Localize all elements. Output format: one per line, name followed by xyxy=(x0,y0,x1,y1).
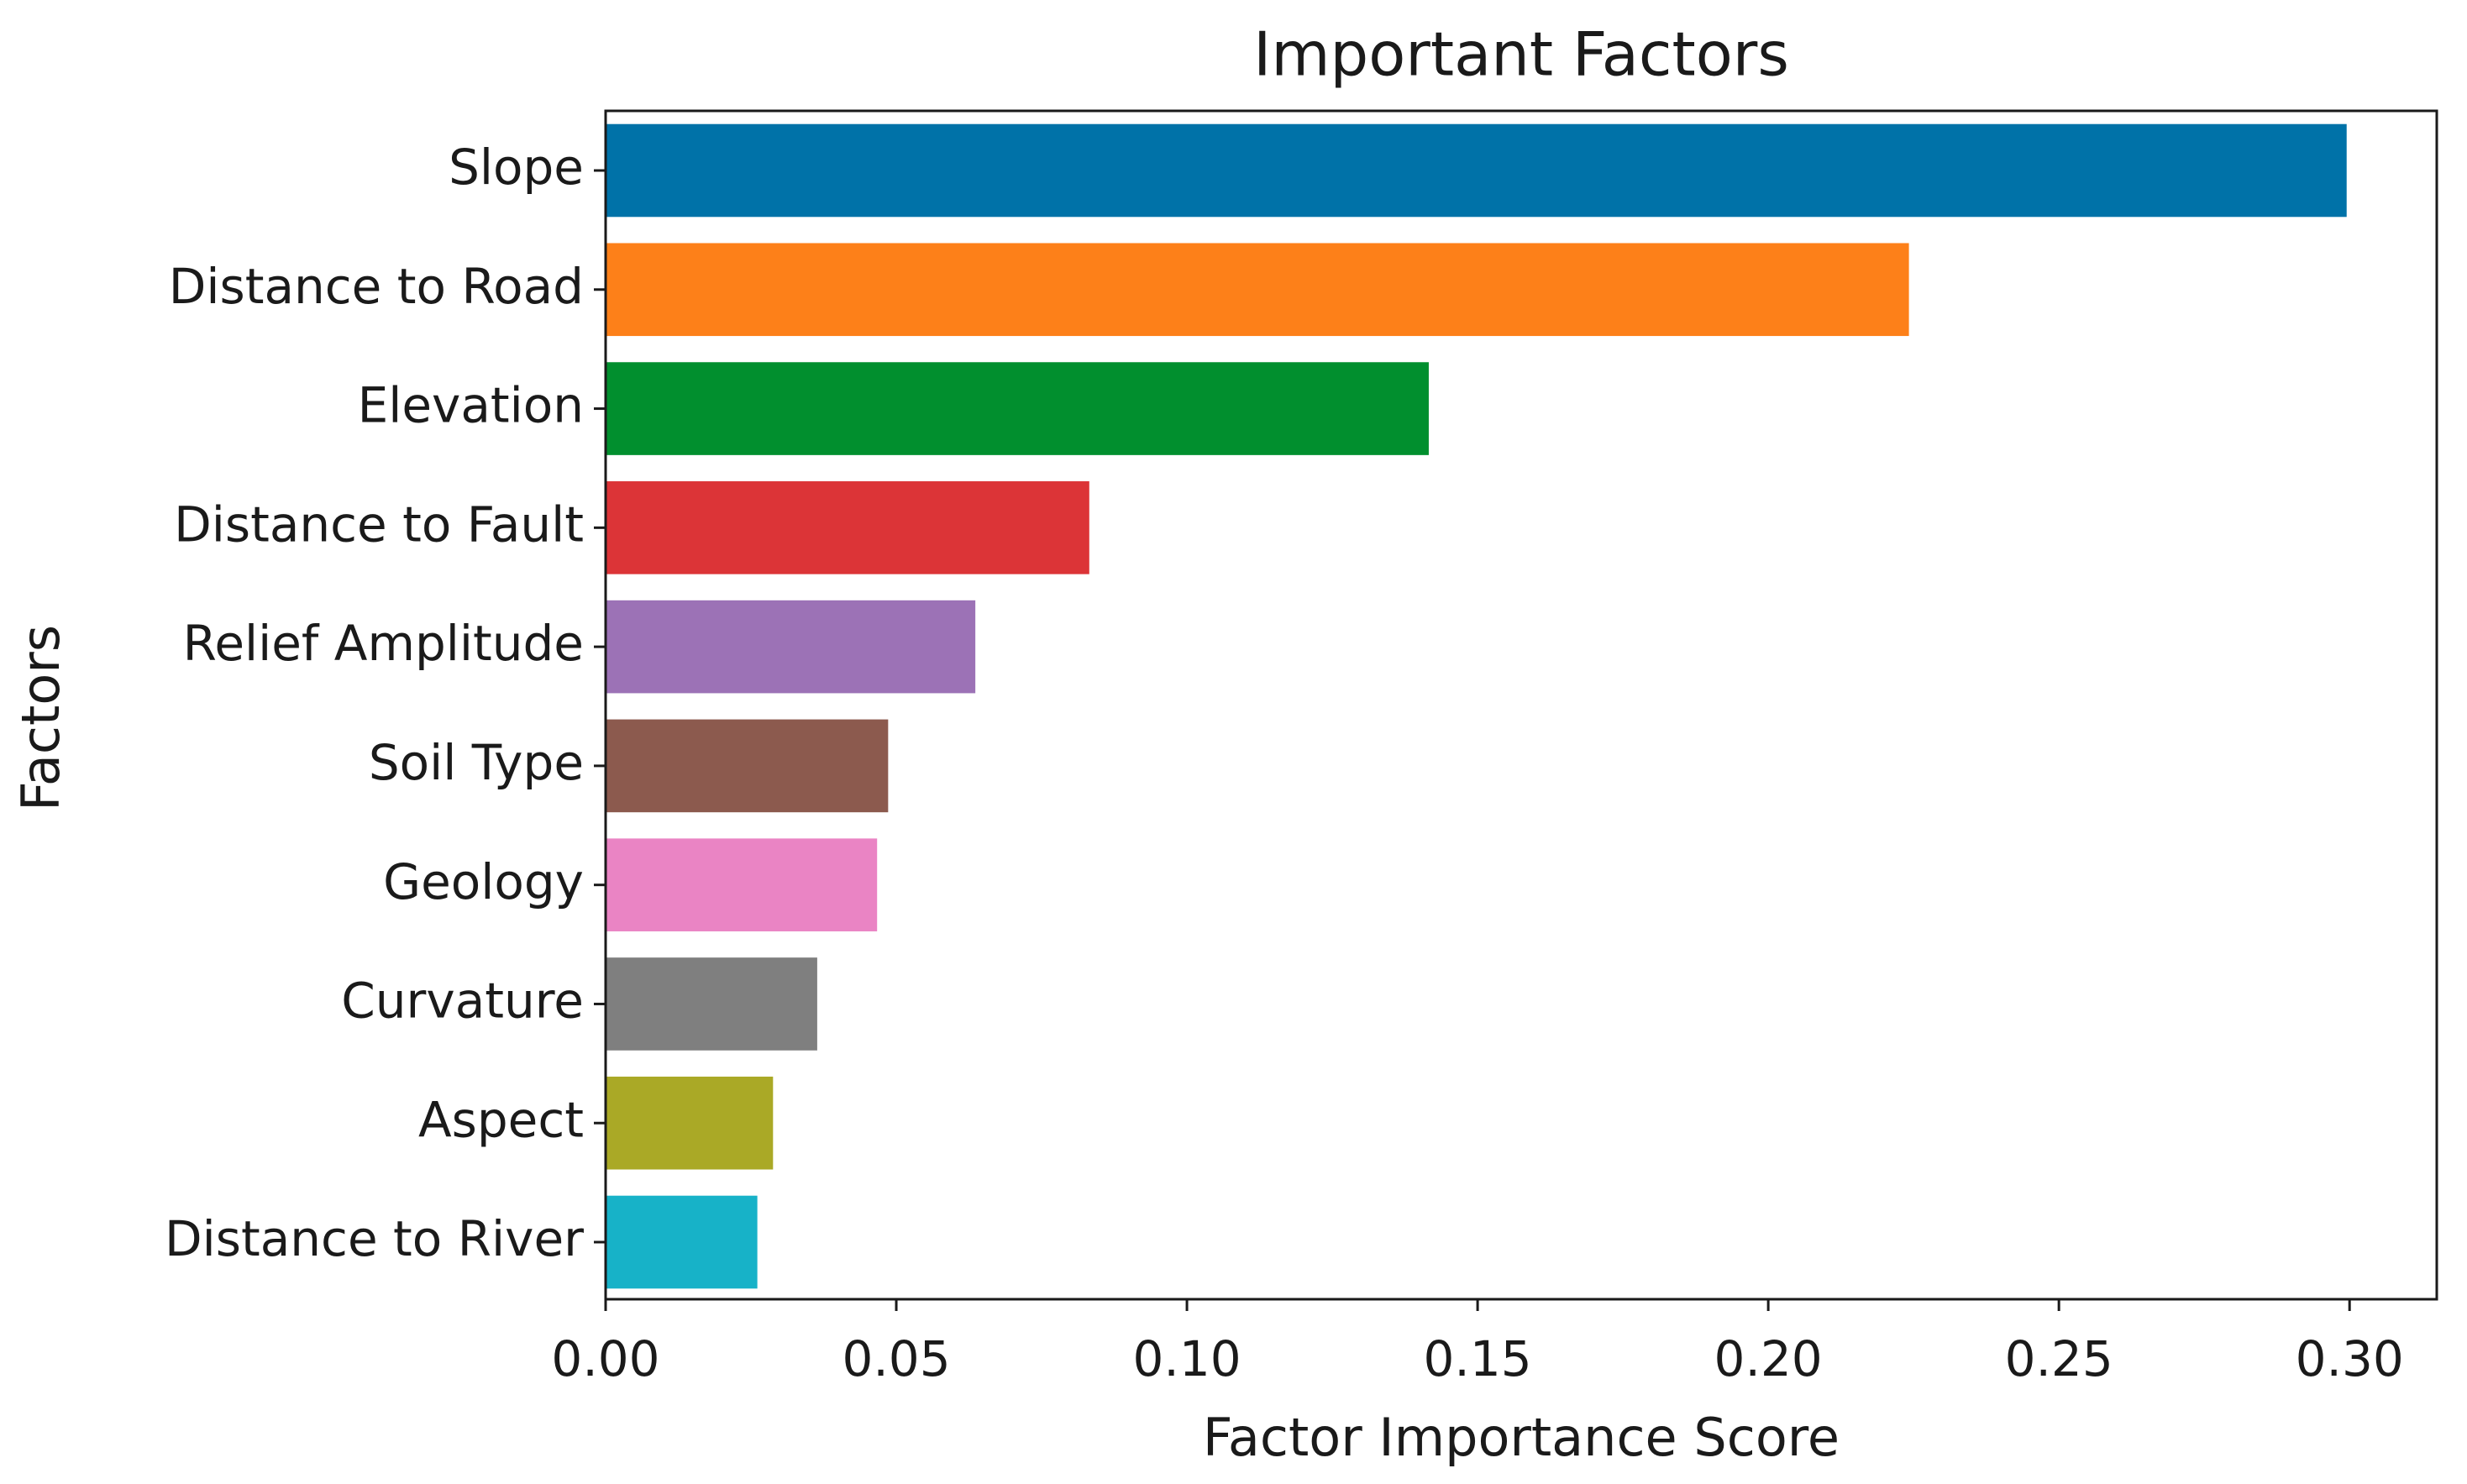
y-tick-label: Distance to River xyxy=(165,1210,584,1267)
y-tick-label: Elevation xyxy=(358,377,584,434)
y-tick-label: Aspect xyxy=(418,1091,584,1148)
y-tick-label: Relief Amplitude xyxy=(183,615,584,672)
bar xyxy=(606,719,889,813)
y-tick-label: Geology xyxy=(383,853,584,910)
chart-title: Important Factors xyxy=(1253,19,1789,90)
bar xyxy=(606,1195,758,1289)
y-tick-label: Soil Type xyxy=(369,734,584,791)
plot-frame xyxy=(604,109,2438,1301)
x-tick-label: 0.15 xyxy=(1424,1330,1532,1387)
x-tick-label: 0.20 xyxy=(1714,1330,1823,1387)
bar xyxy=(606,481,1089,574)
y-tick-label: Slope xyxy=(449,139,584,196)
x-tick-label: 0.10 xyxy=(1132,1330,1241,1387)
x-tick-label: 0.30 xyxy=(2296,1330,2404,1387)
x-tick-label: 0.05 xyxy=(842,1330,950,1387)
x-tick-label: 0.00 xyxy=(551,1330,659,1387)
bar xyxy=(606,362,1429,455)
bar xyxy=(606,123,2347,218)
bar xyxy=(606,838,878,931)
bar xyxy=(606,1076,774,1170)
bar xyxy=(606,243,1909,337)
x-tick-label: 0.25 xyxy=(2005,1330,2113,1387)
x-axis-label: Factor Importance Score xyxy=(1203,1407,1840,1468)
y-tick-label: Distance to Fault xyxy=(174,496,584,553)
y-tick-label: Curvature xyxy=(341,973,584,1030)
y-tick-label: Distance to Road xyxy=(169,258,584,315)
bar xyxy=(606,600,976,694)
y-axis-label: Factors xyxy=(10,625,71,811)
bar xyxy=(606,957,817,1051)
